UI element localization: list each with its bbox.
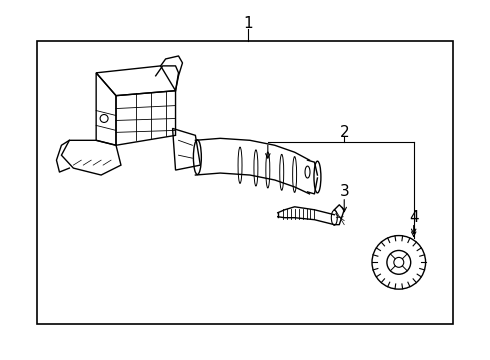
Text: 2: 2 bbox=[340, 125, 349, 140]
Text: 3: 3 bbox=[340, 184, 349, 199]
Text: 1: 1 bbox=[243, 16, 253, 31]
Text: 4: 4 bbox=[409, 210, 418, 225]
Bar bbox=[37, 41, 453, 324]
